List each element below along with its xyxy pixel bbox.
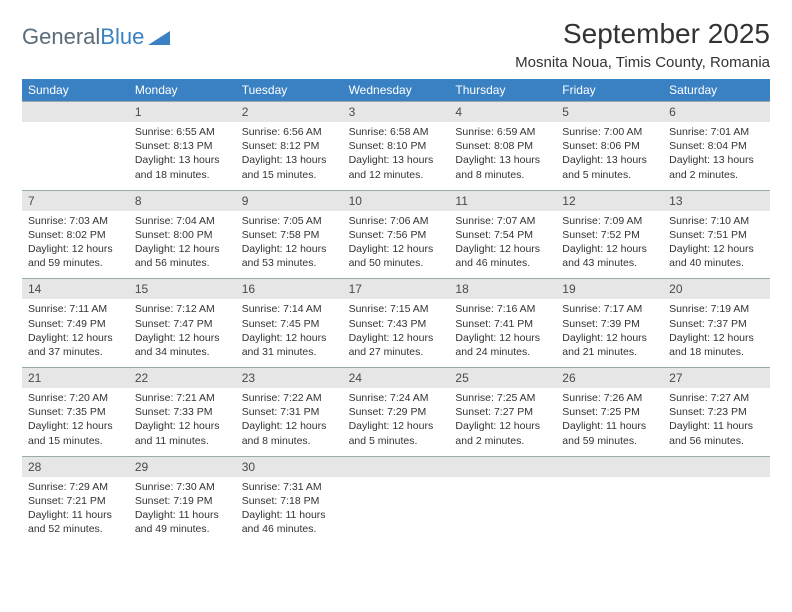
day-text: Sunrise: 7:17 AMSunset: 7:39 PMDaylight:… — [556, 299, 663, 367]
day-text: Sunrise: 7:09 AMSunset: 7:52 PMDaylight:… — [556, 211, 663, 279]
day-number: 17 — [343, 278, 450, 299]
day-text: Sunrise: 7:11 AMSunset: 7:49 PMDaylight:… — [22, 299, 129, 367]
day-number — [343, 456, 450, 477]
day-text: Sunrise: 7:05 AMSunset: 7:58 PMDaylight:… — [236, 211, 343, 279]
dow-cell: Monday — [129, 79, 236, 101]
day-number: 7 — [22, 190, 129, 211]
day-text: Sunrise: 7:29 AMSunset: 7:21 PMDaylight:… — [22, 477, 129, 545]
day-text: Sunrise: 7:06 AMSunset: 7:56 PMDaylight:… — [343, 211, 450, 279]
day-text — [449, 477, 556, 545]
day-number: 16 — [236, 278, 343, 299]
day-number: 11 — [449, 190, 556, 211]
brand-word1: General — [22, 24, 100, 50]
daynum-row: 282930 — [22, 456, 770, 477]
day-text: Sunrise: 7:12 AMSunset: 7:47 PMDaylight:… — [129, 299, 236, 367]
day-number: 13 — [663, 190, 770, 211]
day-number — [22, 101, 129, 122]
day-number: 4 — [449, 101, 556, 122]
day-number: 10 — [343, 190, 450, 211]
day-text: Sunrise: 7:01 AMSunset: 8:04 PMDaylight:… — [663, 122, 770, 190]
day-number: 25 — [449, 367, 556, 388]
logo-triangle-icon — [148, 29, 170, 45]
header: GeneralBlue September 2025 Mosnita Noua,… — [22, 18, 770, 77]
day-text: Sunrise: 7:10 AMSunset: 7:51 PMDaylight:… — [663, 211, 770, 279]
day-text: Sunrise: 7:07 AMSunset: 7:54 PMDaylight:… — [449, 211, 556, 279]
dow-cell: Tuesday — [236, 79, 343, 101]
day-number: 28 — [22, 456, 129, 477]
daynum-row: 21222324252627 — [22, 367, 770, 388]
day-text: Sunrise: 7:27 AMSunset: 7:23 PMDaylight:… — [663, 388, 770, 456]
day-number: 23 — [236, 367, 343, 388]
day-text: Sunrise: 7:22 AMSunset: 7:31 PMDaylight:… — [236, 388, 343, 456]
day-number: 18 — [449, 278, 556, 299]
day-number: 3 — [343, 101, 450, 122]
month-title: September 2025 — [515, 18, 770, 50]
dow-cell: Thursday — [449, 79, 556, 101]
day-number: 8 — [129, 190, 236, 211]
daytext-row: Sunrise: 7:11 AMSunset: 7:49 PMDaylight:… — [22, 299, 770, 367]
location-text: Mosnita Noua, Timis County, Romania — [515, 54, 770, 71]
day-text: Sunrise: 7:24 AMSunset: 7:29 PMDaylight:… — [343, 388, 450, 456]
day-number: 2 — [236, 101, 343, 122]
dow-cell: Sunday — [22, 79, 129, 101]
day-number: 9 — [236, 190, 343, 211]
dow-cell: Wednesday — [343, 79, 450, 101]
day-text: Sunrise: 7:19 AMSunset: 7:37 PMDaylight:… — [663, 299, 770, 367]
day-text: Sunrise: 7:30 AMSunset: 7:19 PMDaylight:… — [129, 477, 236, 545]
day-number: 26 — [556, 367, 663, 388]
day-text: Sunrise: 7:04 AMSunset: 8:00 PMDaylight:… — [129, 211, 236, 279]
dow-row: SundayMondayTuesdayWednesdayThursdayFrid… — [22, 79, 770, 101]
day-text: Sunrise: 6:58 AMSunset: 8:10 PMDaylight:… — [343, 122, 450, 190]
daytext-row: Sunrise: 7:03 AMSunset: 8:02 PMDaylight:… — [22, 211, 770, 279]
day-text: Sunrise: 7:21 AMSunset: 7:33 PMDaylight:… — [129, 388, 236, 456]
day-number: 19 — [556, 278, 663, 299]
day-number — [663, 456, 770, 477]
daytext-row: Sunrise: 7:29 AMSunset: 7:21 PMDaylight:… — [22, 477, 770, 545]
day-text: Sunrise: 6:55 AMSunset: 8:13 PMDaylight:… — [129, 122, 236, 190]
day-number: 29 — [129, 456, 236, 477]
day-number — [556, 456, 663, 477]
day-number: 14 — [22, 278, 129, 299]
day-text: Sunrise: 7:31 AMSunset: 7:18 PMDaylight:… — [236, 477, 343, 545]
brand-logo: GeneralBlue — [22, 24, 170, 50]
day-text: Sunrise: 7:25 AMSunset: 7:27 PMDaylight:… — [449, 388, 556, 456]
day-number: 27 — [663, 367, 770, 388]
day-text: Sunrise: 7:15 AMSunset: 7:43 PMDaylight:… — [343, 299, 450, 367]
day-number — [449, 456, 556, 477]
day-number: 6 — [663, 101, 770, 122]
page: GeneralBlue September 2025 Mosnita Noua,… — [0, 0, 792, 544]
day-text: Sunrise: 7:03 AMSunset: 8:02 PMDaylight:… — [22, 211, 129, 279]
day-text: Sunrise: 7:26 AMSunset: 7:25 PMDaylight:… — [556, 388, 663, 456]
day-text — [663, 477, 770, 545]
day-text — [556, 477, 663, 545]
day-text: Sunrise: 7:16 AMSunset: 7:41 PMDaylight:… — [449, 299, 556, 367]
daynum-row: 123456 — [22, 101, 770, 122]
daynum-row: 78910111213 — [22, 190, 770, 211]
day-number: 30 — [236, 456, 343, 477]
day-text — [22, 122, 129, 190]
brand-word2: Blue — [100, 24, 144, 50]
dow-cell: Saturday — [663, 79, 770, 101]
day-number: 20 — [663, 278, 770, 299]
daynum-row: 14151617181920 — [22, 278, 770, 299]
day-number: 5 — [556, 101, 663, 122]
day-text: Sunrise: 7:14 AMSunset: 7:45 PMDaylight:… — [236, 299, 343, 367]
day-text: Sunrise: 7:00 AMSunset: 8:06 PMDaylight:… — [556, 122, 663, 190]
day-text: Sunrise: 6:56 AMSunset: 8:12 PMDaylight:… — [236, 122, 343, 190]
daytext-row: Sunrise: 7:20 AMSunset: 7:35 PMDaylight:… — [22, 388, 770, 456]
day-text: Sunrise: 6:59 AMSunset: 8:08 PMDaylight:… — [449, 122, 556, 190]
day-number: 24 — [343, 367, 450, 388]
dow-cell: Friday — [556, 79, 663, 101]
calendar: SundayMondayTuesdayWednesdayThursdayFrid… — [22, 79, 770, 544]
day-text: Sunrise: 7:20 AMSunset: 7:35 PMDaylight:… — [22, 388, 129, 456]
weeks-container: 123456Sunrise: 6:55 AMSunset: 8:13 PMDay… — [22, 101, 770, 544]
day-number: 21 — [22, 367, 129, 388]
day-number: 15 — [129, 278, 236, 299]
daytext-row: Sunrise: 6:55 AMSunset: 8:13 PMDaylight:… — [22, 122, 770, 190]
title-block: September 2025 Mosnita Noua, Timis Count… — [515, 18, 770, 77]
day-number: 1 — [129, 101, 236, 122]
day-number: 22 — [129, 367, 236, 388]
day-number: 12 — [556, 190, 663, 211]
day-text — [343, 477, 450, 545]
